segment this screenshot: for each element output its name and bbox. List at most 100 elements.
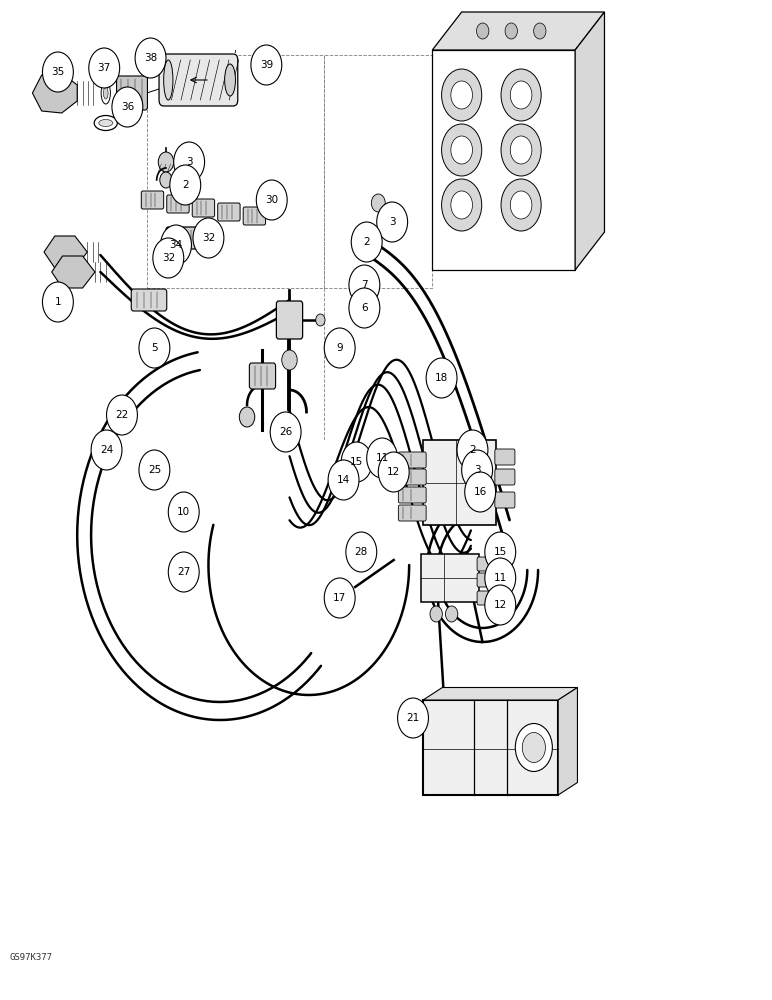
FancyBboxPatch shape	[495, 449, 515, 465]
FancyBboxPatch shape	[192, 199, 215, 217]
Text: 1: 1	[55, 297, 61, 307]
Circle shape	[349, 288, 380, 328]
Circle shape	[161, 225, 191, 265]
Circle shape	[485, 585, 516, 625]
Text: 6: 6	[361, 303, 367, 313]
Circle shape	[349, 265, 380, 305]
Text: 11: 11	[375, 453, 389, 463]
Circle shape	[451, 136, 472, 164]
Circle shape	[270, 412, 301, 452]
Text: 32: 32	[201, 233, 215, 243]
Ellipse shape	[103, 87, 108, 99]
Text: GS97K377: GS97K377	[9, 954, 52, 962]
FancyBboxPatch shape	[117, 76, 147, 110]
FancyBboxPatch shape	[276, 301, 303, 339]
Circle shape	[168, 492, 199, 532]
Circle shape	[256, 180, 287, 220]
Circle shape	[139, 328, 170, 368]
Circle shape	[522, 732, 545, 762]
Circle shape	[466, 471, 485, 494]
Circle shape	[442, 179, 482, 231]
Polygon shape	[52, 256, 95, 288]
Circle shape	[533, 23, 546, 39]
Text: 27: 27	[177, 567, 191, 577]
FancyBboxPatch shape	[141, 191, 164, 209]
Circle shape	[158, 152, 174, 172]
Polygon shape	[44, 236, 87, 268]
FancyBboxPatch shape	[131, 289, 167, 311]
FancyBboxPatch shape	[218, 203, 240, 221]
Circle shape	[324, 578, 355, 618]
FancyBboxPatch shape	[249, 363, 276, 389]
Circle shape	[457, 430, 488, 470]
FancyBboxPatch shape	[495, 469, 515, 485]
Text: 28: 28	[354, 547, 368, 557]
Circle shape	[501, 179, 541, 231]
FancyBboxPatch shape	[477, 591, 496, 605]
Text: 7: 7	[361, 280, 367, 290]
Text: 22: 22	[115, 410, 129, 420]
Circle shape	[89, 48, 120, 88]
Text: 37: 37	[97, 63, 111, 73]
Text: 21: 21	[406, 713, 420, 723]
Circle shape	[398, 698, 428, 738]
Circle shape	[465, 472, 496, 512]
Circle shape	[351, 222, 382, 262]
Circle shape	[239, 407, 255, 427]
Polygon shape	[32, 73, 77, 113]
Circle shape	[442, 124, 482, 176]
FancyBboxPatch shape	[166, 227, 201, 249]
Circle shape	[193, 218, 224, 258]
Circle shape	[42, 52, 73, 92]
Circle shape	[485, 532, 516, 572]
Circle shape	[378, 452, 409, 492]
Circle shape	[510, 81, 532, 109]
Circle shape	[135, 38, 166, 78]
FancyBboxPatch shape	[477, 557, 496, 571]
Circle shape	[476, 23, 489, 39]
Circle shape	[505, 23, 517, 39]
Text: 2: 2	[364, 237, 370, 247]
Text: 3: 3	[474, 465, 480, 475]
FancyBboxPatch shape	[423, 700, 558, 795]
Circle shape	[426, 358, 457, 398]
Text: 25: 25	[147, 465, 161, 475]
Circle shape	[107, 395, 137, 435]
Circle shape	[324, 328, 355, 368]
Circle shape	[501, 69, 541, 121]
Ellipse shape	[99, 119, 113, 126]
FancyBboxPatch shape	[167, 195, 189, 213]
Text: 9: 9	[337, 343, 343, 353]
Text: 39: 39	[259, 60, 273, 70]
FancyBboxPatch shape	[421, 554, 479, 602]
Text: 34: 34	[169, 240, 183, 250]
Text: 30: 30	[265, 195, 279, 205]
Text: 32: 32	[161, 253, 175, 263]
Circle shape	[388, 216, 402, 234]
Circle shape	[328, 460, 359, 500]
Text: 12: 12	[387, 467, 401, 477]
Text: 11: 11	[493, 573, 507, 583]
Circle shape	[153, 238, 184, 278]
Circle shape	[485, 558, 516, 598]
Circle shape	[174, 142, 205, 182]
Text: 15: 15	[350, 457, 364, 467]
Ellipse shape	[164, 60, 173, 100]
Text: 12: 12	[493, 600, 507, 610]
Circle shape	[516, 724, 553, 772]
FancyBboxPatch shape	[398, 469, 426, 485]
Text: 38: 38	[144, 53, 157, 63]
Circle shape	[451, 81, 472, 109]
Polygon shape	[432, 12, 604, 50]
Text: 3: 3	[389, 217, 395, 227]
Circle shape	[371, 194, 385, 212]
Text: 10: 10	[177, 507, 191, 517]
Text: 17: 17	[333, 593, 347, 603]
Circle shape	[112, 87, 143, 127]
Text: 26: 26	[279, 427, 293, 437]
FancyBboxPatch shape	[202, 228, 221, 244]
Circle shape	[316, 314, 325, 326]
Circle shape	[501, 124, 541, 176]
Circle shape	[139, 450, 170, 490]
Polygon shape	[575, 12, 604, 270]
